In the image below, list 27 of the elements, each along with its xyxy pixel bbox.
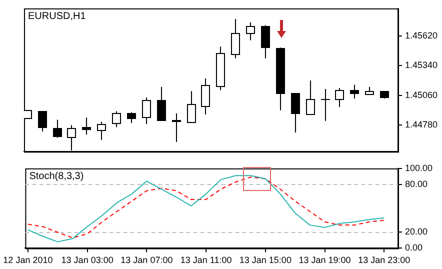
candlestick <box>157 86 166 122</box>
chart-title: Stoch(8,3,3) <box>29 171 84 182</box>
x-tick-label: 13 Jan 19:00 <box>298 255 351 266</box>
y-tick-label: 100.00 <box>405 162 433 173</box>
candlestick <box>172 112 181 143</box>
y-tick-label: 1.45340 <box>405 60 438 70</box>
candlestick <box>291 92 300 134</box>
y-tick-label: 1.45620 <box>405 30 438 40</box>
x-tick-label: 13 Jan 15:00 <box>239 255 292 266</box>
candlestick <box>350 84 359 100</box>
chart-title: EURUSD,H1 <box>28 11 86 22</box>
x-tick-label: 13 Jan 07:00 <box>120 255 173 266</box>
y-tick-label: 80.00 <box>405 178 428 189</box>
y-tick-label: 1.45060 <box>405 90 438 100</box>
candlestick <box>320 88 330 122</box>
candlestick <box>82 117 91 136</box>
candlestick <box>38 110 47 132</box>
y-tick-label: 0.00 <box>405 242 423 253</box>
candlestick <box>127 112 136 124</box>
y-tick-label: 1.44780 <box>405 120 438 130</box>
candlestick <box>53 119 62 138</box>
x-tick-label: 13 Jan 11:00 <box>180 255 232 266</box>
x-tick-label: 13 Jan 23:00 <box>358 255 410 266</box>
candlestick <box>261 24 270 59</box>
x-tick-label: 13 Jan 03:00 <box>61 255 114 266</box>
x-tick-label: 12 Jan 2010 <box>3 255 53 266</box>
y-tick-label: 20.00 <box>405 226 428 237</box>
